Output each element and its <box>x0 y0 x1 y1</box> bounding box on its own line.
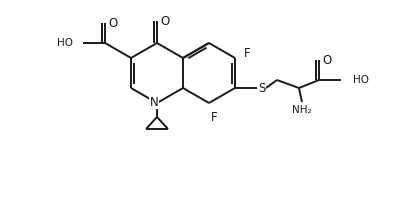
Text: HO: HO <box>57 38 73 48</box>
Text: S: S <box>258 82 266 95</box>
Text: F: F <box>244 47 250 60</box>
Text: NH₂: NH₂ <box>292 105 312 115</box>
Text: O: O <box>322 54 332 67</box>
Text: F: F <box>211 110 217 124</box>
Text: N: N <box>150 96 159 109</box>
Text: O: O <box>160 14 170 27</box>
Text: O: O <box>108 16 118 29</box>
Text: HO: HO <box>353 75 369 85</box>
